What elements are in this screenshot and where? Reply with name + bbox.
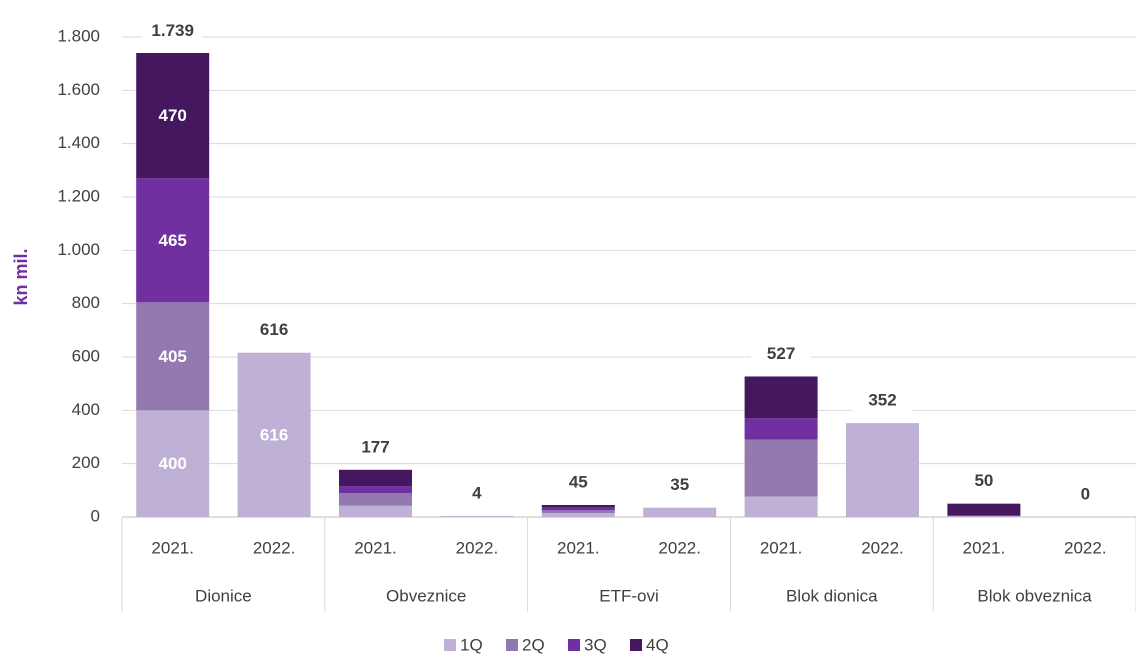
total-label: 50 xyxy=(974,471,993,490)
total-label-bg xyxy=(345,434,406,461)
total-label: 35 xyxy=(670,475,689,494)
bar-segment xyxy=(643,507,717,517)
segment-label: 616 xyxy=(260,425,288,444)
x-tick-label: 2021. xyxy=(760,538,803,557)
legend-swatch xyxy=(568,639,580,651)
bar-segment xyxy=(744,496,818,517)
bar-segment xyxy=(947,515,1021,517)
bar-segment xyxy=(339,486,412,493)
x-tick-label: 2021. xyxy=(354,538,397,557)
legend-swatch xyxy=(506,639,518,651)
total-label: 4 xyxy=(472,483,482,502)
y-tick-label: 600 xyxy=(72,346,100,365)
segment-label: 465 xyxy=(159,231,187,250)
bar-segment xyxy=(947,503,1021,516)
y-tick-label: 400 xyxy=(72,400,100,419)
segment-label: 400 xyxy=(159,454,187,473)
group-label: Blok obveznica xyxy=(977,586,1092,605)
total-label-bg xyxy=(852,388,913,415)
bar-segment xyxy=(136,410,210,517)
legend-label: 1Q xyxy=(460,635,483,654)
y-tick-label: 0 xyxy=(91,506,100,525)
bar-segment xyxy=(136,53,210,179)
total-label-bg xyxy=(446,480,507,507)
legend-label: 2Q xyxy=(522,635,545,654)
x-tick-label: 2022. xyxy=(456,538,499,557)
total-label-bg xyxy=(953,468,1014,495)
bar-segment xyxy=(339,505,412,517)
bar-segment xyxy=(947,516,1021,517)
bar-segment xyxy=(440,515,514,517)
bar-segment xyxy=(541,513,615,517)
bar-segment xyxy=(136,302,210,411)
group-label: Dionice xyxy=(195,586,252,605)
bar-segment xyxy=(541,505,615,508)
legend-swatch xyxy=(630,639,642,651)
segment-label: 470 xyxy=(159,106,187,125)
x-tick-label: 2022. xyxy=(1064,538,1107,557)
y-tick-label: 1.800 xyxy=(57,26,100,45)
bar-segment xyxy=(237,352,311,517)
total-label: 352 xyxy=(868,391,896,410)
bar-segment xyxy=(744,418,818,440)
bar-segment xyxy=(541,510,615,513)
y-tick-label: 1.400 xyxy=(57,133,100,152)
group-label: Blok dionica xyxy=(786,586,878,605)
bar-segment xyxy=(541,507,615,511)
total-label-bg xyxy=(142,18,203,45)
x-tick-label: 2021. xyxy=(557,538,600,557)
total-label-bg xyxy=(751,341,812,368)
total-label-bg xyxy=(244,317,305,344)
total-label: 45 xyxy=(569,472,588,491)
x-tick-label: 2021. xyxy=(963,538,1006,557)
x-tick-label: 2022. xyxy=(861,538,904,557)
bar-segment xyxy=(744,439,818,497)
bar-segment xyxy=(744,376,818,419)
y-tick-label: 1.000 xyxy=(57,240,100,259)
total-label-bg xyxy=(1055,482,1116,508)
segment-label: 405 xyxy=(159,347,187,366)
legend-label: 4Q xyxy=(646,635,669,654)
y-tick-label: 1.200 xyxy=(57,186,100,205)
bar-segment xyxy=(846,423,919,517)
group-label: ETF-ovi xyxy=(599,586,659,605)
legend-swatch xyxy=(444,639,456,651)
total-label: 527 xyxy=(767,344,795,363)
total-label: 177 xyxy=(361,437,389,456)
bar-segment xyxy=(136,178,210,303)
total-label: 1.739 xyxy=(151,21,194,40)
y-tick-label: 800 xyxy=(72,293,100,312)
total-label: 616 xyxy=(260,320,288,339)
y-axis-label: kn mil. xyxy=(11,248,31,305)
x-tick-label: 2022. xyxy=(253,538,296,557)
total-label-bg xyxy=(649,472,710,499)
legend-label: 3Q xyxy=(584,635,607,654)
total-label: 0 xyxy=(1081,484,1090,503)
total-label-bg xyxy=(548,470,609,496)
y-tick-label: 1.600 xyxy=(57,80,100,99)
bar-segment xyxy=(339,493,412,506)
bar-segment xyxy=(339,469,412,487)
y-tick-label: 200 xyxy=(72,453,100,472)
group-label: Obveznice xyxy=(386,586,466,605)
x-tick-label: 2021. xyxy=(151,538,194,557)
x-tick-label: 2022. xyxy=(658,538,701,557)
